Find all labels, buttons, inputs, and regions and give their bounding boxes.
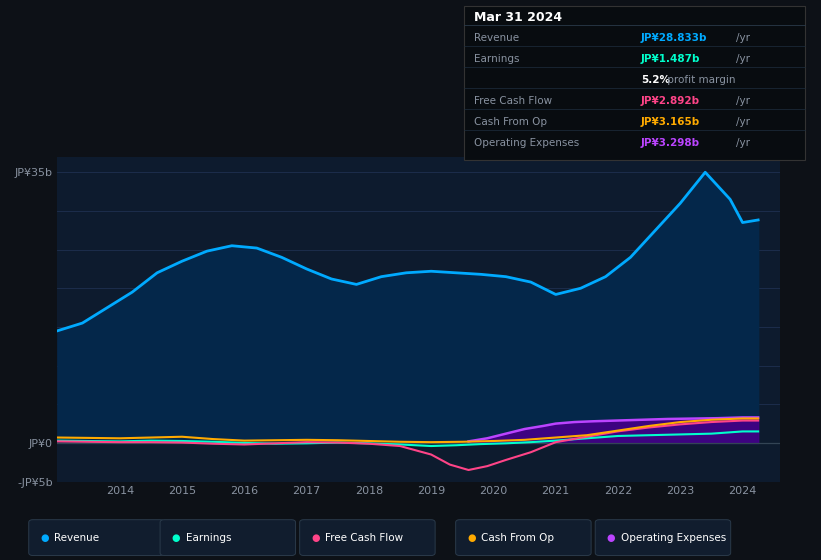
Text: /yr: /yr (736, 117, 750, 127)
Text: Revenue: Revenue (474, 33, 519, 43)
Text: ●: ● (467, 533, 475, 543)
Text: Mar 31 2024: Mar 31 2024 (474, 11, 562, 25)
Text: JP¥3.165b: JP¥3.165b (641, 117, 700, 127)
Text: ●: ● (40, 533, 48, 543)
Text: ●: ● (607, 533, 615, 543)
Text: Revenue: Revenue (54, 533, 99, 543)
Text: Cash From Op: Cash From Op (474, 117, 547, 127)
Text: /yr: /yr (736, 96, 750, 106)
Text: Cash From Op: Cash From Op (481, 533, 554, 543)
Text: /yr: /yr (736, 138, 750, 148)
Text: JP¥28.833b: JP¥28.833b (641, 33, 708, 43)
Text: /yr: /yr (736, 33, 750, 43)
Text: Free Cash Flow: Free Cash Flow (325, 533, 403, 543)
Text: /yr: /yr (736, 54, 750, 64)
Text: JP¥2.892b: JP¥2.892b (641, 96, 700, 106)
Text: profit margin: profit margin (664, 75, 736, 85)
Text: Operating Expenses: Operating Expenses (621, 533, 726, 543)
Text: JP¥1.487b: JP¥1.487b (641, 54, 700, 64)
Text: Operating Expenses: Operating Expenses (474, 138, 579, 148)
Text: ●: ● (172, 533, 180, 543)
Text: ●: ● (311, 533, 319, 543)
Text: 5.2%: 5.2% (641, 75, 670, 85)
Text: JP¥3.298b: JP¥3.298b (641, 138, 700, 148)
Text: Earnings: Earnings (186, 533, 231, 543)
Text: Free Cash Flow: Free Cash Flow (474, 96, 552, 106)
Text: Earnings: Earnings (474, 54, 519, 64)
